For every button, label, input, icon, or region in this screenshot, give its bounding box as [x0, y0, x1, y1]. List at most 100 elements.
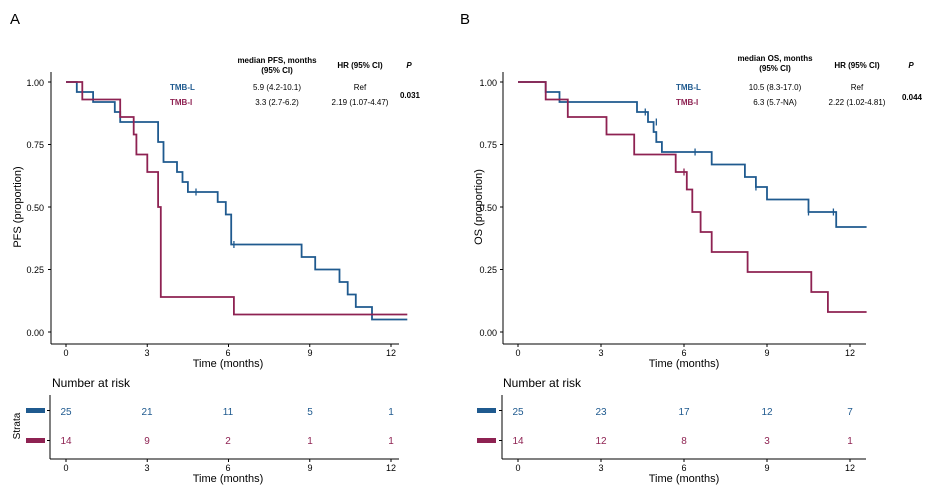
- panel-label: A: [10, 11, 20, 28]
- x-axis-label: Time (months): [649, 358, 720, 370]
- x-tick-label: 6: [681, 348, 686, 358]
- risk-count: 25: [512, 407, 524, 418]
- risk-count: 1: [388, 436, 394, 447]
- strata-swatch-tmb-i: [477, 438, 496, 443]
- y-axis-label: OS (proportion): [473, 169, 485, 245]
- x-tick-label: 12: [845, 463, 855, 473]
- risk-x-tick-labels: 0 3 6 9 12: [515, 463, 855, 473]
- row-median-tmb-i: 3.3 (2.7-6.2): [255, 98, 299, 107]
- risk-count: 3: [764, 436, 770, 447]
- y-axis-label: PFS (proportion): [12, 166, 24, 247]
- risk-count: 8: [681, 436, 687, 447]
- row-hr-tmb-l: Ref: [851, 83, 864, 92]
- risk-count: 25: [60, 407, 72, 418]
- y-tick-label: 0.50: [479, 203, 497, 213]
- risk-count: 2: [225, 436, 231, 447]
- risk-x-tick-labels: 0 3 6 9 12: [63, 463, 396, 473]
- km-curve-tmb-l: [66, 81, 408, 321]
- x-tick-label: 6: [225, 348, 230, 358]
- x-tick-label: 0: [63, 348, 68, 358]
- y-tick-label: 0.00: [479, 328, 497, 338]
- risk-count: 1: [847, 436, 853, 447]
- row-hr-tmb-l: Ref: [354, 83, 367, 92]
- x-tick-label: 9: [764, 348, 769, 358]
- risk-title: Number at risk: [503, 376, 582, 390]
- y-tick-label: 0.25: [26, 265, 44, 275]
- km-curve-tmb-i: [66, 81, 408, 316]
- risk-count: 14: [60, 436, 72, 447]
- risk-strata-label: Strata: [12, 412, 23, 439]
- x-tick-label: 3: [598, 463, 603, 473]
- risk-count: 23: [595, 407, 607, 418]
- risk-count: 12: [761, 407, 773, 418]
- panel-b: B OS (proportion) 0.00 0.25 0.50 0.75 1.…: [460, 11, 923, 485]
- risk-count: 12: [595, 436, 607, 447]
- y-tick-label: 1.00: [479, 78, 497, 88]
- p-header: P: [908, 61, 914, 70]
- y-tick-label: 1.00: [26, 78, 44, 88]
- risk-count: 5: [307, 407, 313, 418]
- panel-label: B: [460, 11, 470, 28]
- strata-swatch-tmb-l: [477, 408, 496, 413]
- row-name-tmb-i: TMB-I: [676, 98, 698, 107]
- x-tick-label: 12: [845, 348, 855, 358]
- x-tick-label: 0: [63, 463, 68, 473]
- risk-count: 21: [141, 407, 153, 418]
- x-tick-label: 0: [515, 463, 520, 473]
- risk-count: 17: [678, 407, 690, 418]
- strata-swatch-tmb-i: [26, 438, 45, 443]
- row-median-tmb-l: 10.5 (8.3-17.0): [749, 83, 802, 92]
- x-tick-label: 3: [598, 348, 603, 358]
- x-tick-label: 9: [764, 463, 769, 473]
- p-value: 0.031: [400, 91, 421, 100]
- panel-a: A PFS (proportion) 0.00 0.25 0.50 0.75 1…: [10, 11, 421, 485]
- risk-count: 1: [388, 407, 394, 418]
- km-curve-tmb-i: [518, 81, 867, 313]
- risk-row-tmb-l: 25 21 11 5 1: [60, 407, 394, 418]
- hr-header: HR (95% CI): [834, 61, 880, 70]
- risk-count: 9: [144, 436, 150, 447]
- median-header-line1: median PFS, months (95% CI): [237, 56, 317, 75]
- risk-row-tmb-i: 14 12 8 3 1: [512, 436, 853, 447]
- y-tick-label: 0.00: [26, 328, 44, 338]
- row-hr-tmb-i: 2.22 (1.02-4.81): [829, 98, 886, 107]
- x-tick-label: 9: [307, 463, 312, 473]
- row-median-tmb-i: 6.3 (5.7-NA): [753, 98, 797, 107]
- x-tick-label: 12: [386, 463, 396, 473]
- x-tick-label: 3: [144, 463, 149, 473]
- row-name-tmb-i: TMB-I: [170, 98, 192, 107]
- risk-count: 7: [847, 407, 853, 418]
- y-tick-label: 0.75: [26, 140, 44, 150]
- x-tick-label: 6: [225, 463, 230, 473]
- y-tick-label: 0.25: [479, 265, 497, 275]
- x-tick-label: 0: [515, 348, 520, 358]
- row-hr-tmb-i: 2.19 (1.07-4.47): [332, 98, 389, 107]
- header-line: median OS, months: [737, 54, 813, 63]
- p-value: 0.044: [902, 93, 923, 102]
- risk-row-tmb-i: 14 9 2 1 1: [60, 436, 394, 447]
- x-tick-labels: 0 3 6 9 12: [63, 348, 396, 358]
- risk-count: 14: [512, 436, 524, 447]
- x-axis-label: Time (months): [193, 358, 264, 370]
- strata-swatch-tmb-l: [26, 408, 45, 413]
- header-line: (95% CI): [261, 66, 293, 75]
- x-tick-label: 6: [681, 463, 686, 473]
- row-median-tmb-l: 5.9 (4.2-10.1): [253, 83, 301, 92]
- x-tick-label: 3: [144, 348, 149, 358]
- row-name-tmb-l: TMB-L: [170, 83, 195, 92]
- p-header: P: [406, 61, 412, 70]
- median-header-line1: median OS, months (95% CI): [737, 54, 813, 73]
- row-name-tmb-l: TMB-L: [676, 83, 701, 92]
- risk-x-axis-label: Time (months): [193, 473, 264, 485]
- x-tick-label: 9: [307, 348, 312, 358]
- plot-geometry: [26, 72, 867, 462]
- risk-count: 11: [223, 407, 234, 418]
- risk-x-axis-label: Time (months): [649, 473, 720, 485]
- y-tick-labels: 0.00 0.25 0.50 0.75 1.00: [26, 78, 44, 338]
- x-tick-label: 12: [386, 348, 396, 358]
- header-line: (95% CI): [759, 64, 791, 73]
- km-curve-tmb-l: [518, 81, 867, 228]
- y-tick-labels: 0.00 0.25 0.50 0.75 1.00: [479, 78, 497, 338]
